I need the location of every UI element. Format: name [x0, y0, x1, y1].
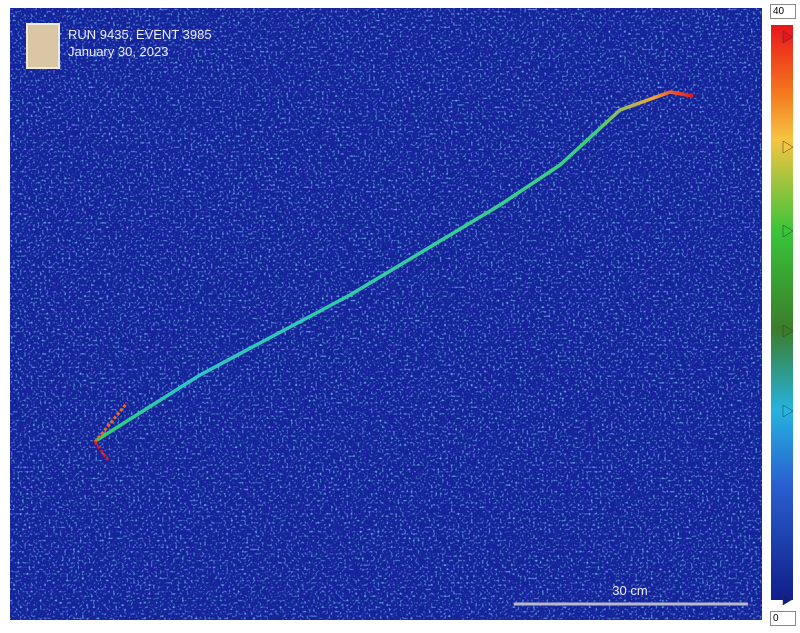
- color-handle[interactable]: [782, 30, 794, 44]
- scale-label: 30 cm: [612, 583, 647, 598]
- min-input[interactable]: 0: [770, 611, 796, 626]
- color-bar[interactable]: [771, 25, 793, 600]
- noise-hits: [10, 8, 762, 620]
- max-input[interactable]: 40: [770, 4, 796, 19]
- color-handle[interactable]: [782, 404, 794, 418]
- event-date: January 30, 2023: [68, 44, 168, 59]
- color-handle[interactable]: [782, 140, 794, 154]
- color-handle[interactable]: [782, 324, 794, 338]
- experiment-logo: [26, 23, 60, 69]
- particle-track: [96, 90, 694, 442]
- color-handle[interactable]: [782, 592, 794, 606]
- track-hook: [93, 441, 110, 461]
- run-title: RUN 9435, EVENT 3985: [68, 27, 212, 42]
- color-handle[interactable]: [782, 224, 794, 238]
- track-hook: [93, 402, 129, 443]
